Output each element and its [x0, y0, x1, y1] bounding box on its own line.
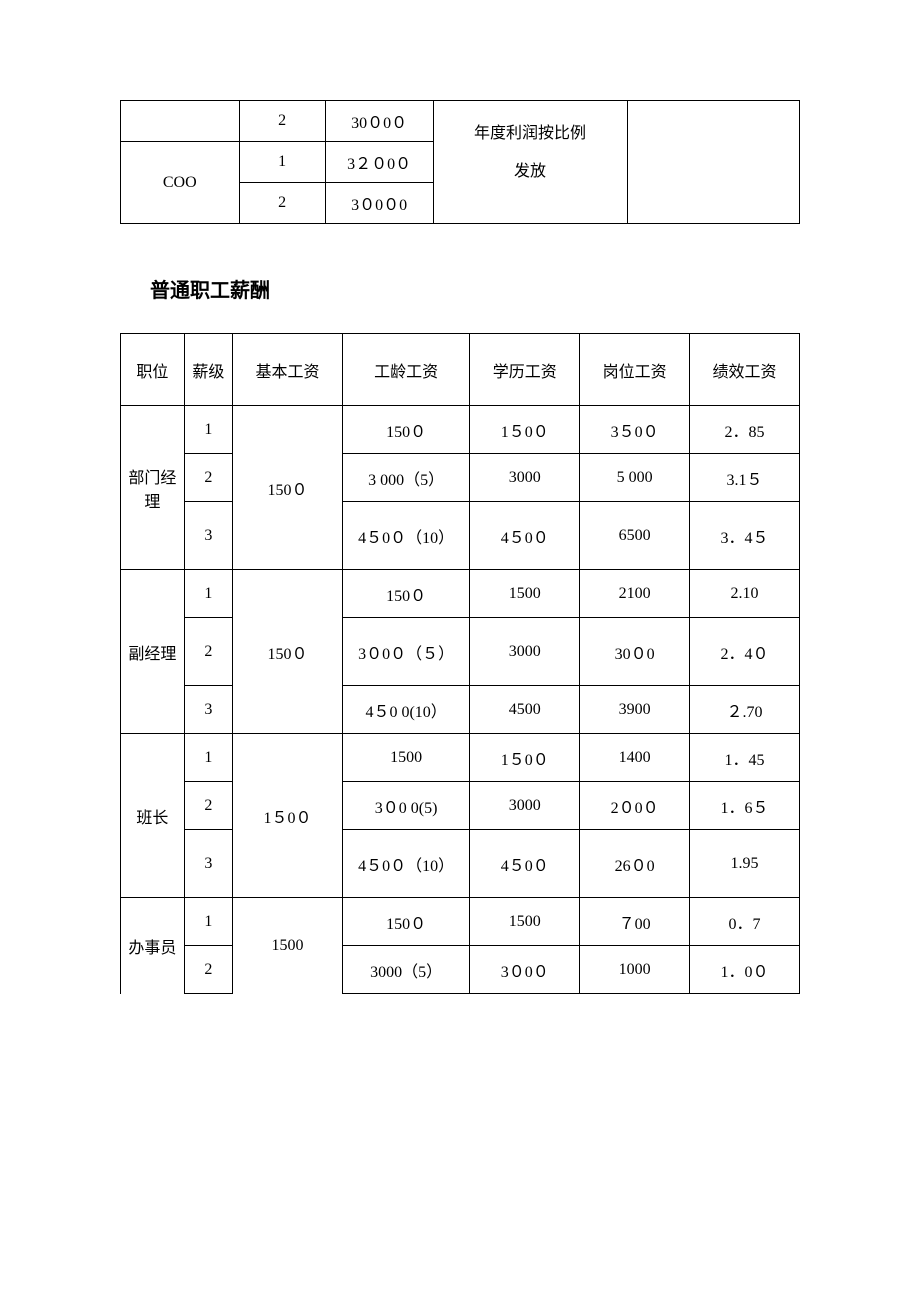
- header-base: 基本工资: [233, 334, 343, 406]
- base-cell: 150０: [233, 406, 343, 570]
- level-cell: 1: [184, 734, 232, 782]
- section-title: 普通职工薪酬: [150, 274, 800, 303]
- seniority-cell: 4５0０（10）: [342, 830, 469, 898]
- education-cell: 3000: [470, 454, 580, 502]
- post-cell: 2100: [580, 570, 690, 618]
- seniority-cell: 150０: [342, 406, 469, 454]
- staff-salary-table: 职位 薪级 基本工资 工龄工资 学历工资 岗位工资 绩效工资 部门经理 1 15…: [120, 333, 800, 994]
- perf-cell: 0．7: [690, 898, 800, 946]
- perf-cell: 2．85: [690, 406, 800, 454]
- table-row: 3 4５0 0(10） 4500 3900 ２.70: [121, 686, 800, 734]
- perf-cell: 1．45: [690, 734, 800, 782]
- level-cell: 3: [184, 830, 232, 898]
- table-row: 部门经理 1 150０ 150０ 1５0０ 3５0０ 2．85: [121, 406, 800, 454]
- table-row: 2 3０0 0(5) 3000 2０0０ 1．6５: [121, 782, 800, 830]
- header-seniority: 工龄工资: [342, 334, 469, 406]
- level-cell: 1: [184, 570, 232, 618]
- header-performance: 绩效工资: [690, 334, 800, 406]
- education-cell: 1500: [470, 570, 580, 618]
- executive-salary-table: 2 30０0０ 年度利润按比例 发放 COO 1 3２０0０ 2 3０0０0: [120, 100, 800, 224]
- perf-cell: 2.10: [690, 570, 800, 618]
- seniority-cell: 4５0 0(10）: [342, 686, 469, 734]
- header-education: 学历工资: [470, 334, 580, 406]
- perf-cell: ２.70: [690, 686, 800, 734]
- amount-cell: 3０0０0: [325, 183, 433, 224]
- table-row: 2 30０0０ 年度利润按比例 发放: [121, 101, 800, 142]
- position-cell: 副经理: [121, 570, 185, 734]
- position-cell: [121, 101, 240, 142]
- education-cell: 4５0０: [470, 830, 580, 898]
- perf-cell: 1.95: [690, 830, 800, 898]
- post-cell: 3５0０: [580, 406, 690, 454]
- amount-cell: 3２０0０: [325, 142, 433, 183]
- post-cell: 2０0０: [580, 782, 690, 830]
- table-row: 副经理 1 150０ 150０ 1500 2100 2.10: [121, 570, 800, 618]
- seniority-cell: 3 000（5）: [342, 454, 469, 502]
- seniority-cell: 1500: [342, 734, 469, 782]
- table-row: 2 3000（5） 3０0０ 1000 1．0０: [121, 946, 800, 994]
- table-row: 3 4５0０（10） 4５0０ 26０0 1.95: [121, 830, 800, 898]
- seniority-cell: 4５0０（10）: [342, 502, 469, 570]
- level-cell: 1: [184, 898, 232, 946]
- perf-cell: 3．4５: [690, 502, 800, 570]
- post-cell: 5 000: [580, 454, 690, 502]
- desc-cell: 年度利润按比例 发放: [433, 101, 627, 224]
- post-cell: 1000: [580, 946, 690, 994]
- education-cell: 3000: [470, 618, 580, 686]
- level-cell: 2: [184, 782, 232, 830]
- post-cell: 6500: [580, 502, 690, 570]
- perf-cell: 3.1５: [690, 454, 800, 502]
- education-cell: 4500: [470, 686, 580, 734]
- education-cell: 1５0０: [470, 734, 580, 782]
- table-row: 2 3０0０（５） 3000 30０0 2．4０: [121, 618, 800, 686]
- position-cell: 部门经理: [121, 406, 185, 570]
- perf-cell: 1．6５: [690, 782, 800, 830]
- education-cell: 4５0０: [470, 502, 580, 570]
- header-post: 岗位工资: [580, 334, 690, 406]
- position-cell: 办事员: [121, 898, 185, 994]
- table-header-row: 职位 薪级 基本工资 工龄工资 学历工资 岗位工资 绩效工资: [121, 334, 800, 406]
- post-cell: 26０0: [580, 830, 690, 898]
- table-row: 2 3 000（5） 3000 5 000 3.1５: [121, 454, 800, 502]
- education-cell: 3000: [470, 782, 580, 830]
- position-cell: 班长: [121, 734, 185, 898]
- perf-cell: 2．4０: [690, 618, 800, 686]
- level-cell: 1: [239, 142, 325, 183]
- amount-cell: 30０0０: [325, 101, 433, 142]
- desc-line1: 年度利润按比例: [438, 115, 623, 153]
- education-cell: 1５0０: [470, 406, 580, 454]
- level-cell: 3: [184, 502, 232, 570]
- table-row: 办事员 1 1500 150０ 1500 ７00 0．7: [121, 898, 800, 946]
- table-row: 3 4５0０（10） 4５0０ 6500 3．4５: [121, 502, 800, 570]
- header-level: 薪级: [184, 334, 232, 406]
- seniority-cell: 150０: [342, 570, 469, 618]
- seniority-cell: 3０0 0(5): [342, 782, 469, 830]
- level-cell: 2: [184, 946, 232, 994]
- level-cell: 2: [239, 101, 325, 142]
- post-cell: ７00: [580, 898, 690, 946]
- post-cell: 30０0: [580, 618, 690, 686]
- level-cell: 3: [184, 686, 232, 734]
- level-cell: 2: [184, 454, 232, 502]
- table-row: 班长 1 1５0０ 1500 1５0０ 1400 1．45: [121, 734, 800, 782]
- seniority-cell: 3000（5）: [342, 946, 469, 994]
- empty-cell: [627, 101, 799, 224]
- seniority-cell: 3０0０（５）: [342, 618, 469, 686]
- education-cell: 1500: [470, 898, 580, 946]
- level-cell: 2: [184, 618, 232, 686]
- desc-line2: 发放: [438, 153, 623, 191]
- seniority-cell: 150０: [342, 898, 469, 946]
- base-cell: 1500: [233, 898, 343, 994]
- post-cell: 3900: [580, 686, 690, 734]
- level-cell: 1: [184, 406, 232, 454]
- education-cell: 3０0０: [470, 946, 580, 994]
- post-cell: 1400: [580, 734, 690, 782]
- base-cell: 1５0０: [233, 734, 343, 898]
- base-cell: 150０: [233, 570, 343, 734]
- perf-cell: 1．0０: [690, 946, 800, 994]
- level-cell: 2: [239, 183, 325, 224]
- header-position: 职位: [121, 334, 185, 406]
- position-cell: COO: [121, 142, 240, 224]
